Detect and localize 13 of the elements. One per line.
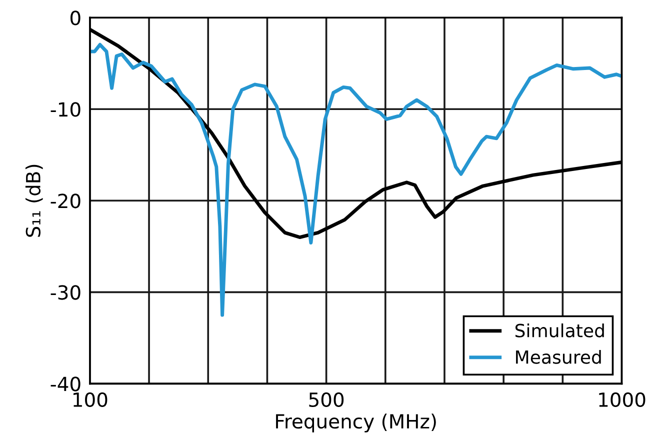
- y-tick-label: -10: [50, 102, 80, 117]
- legend-label: Measured: [516, 350, 601, 364]
- y-tick-label: -40: [50, 376, 80, 392]
- x-axis-title: Frequency (MHz): [276, 414, 436, 432]
- y-axis-title: S₁₁ (dB): [25, 164, 43, 237]
- y-tick-label: -20: [50, 194, 80, 208]
- legend-label: Simulated: [515, 323, 604, 338]
- y-tick-label: -30: [50, 285, 80, 300]
- y-tick-label: 0: [70, 10, 80, 26]
- x-tick-label: 100: [74, 392, 108, 408]
- line-series: [90, 42, 622, 317]
- x-tick-label: 1000: [599, 392, 646, 408]
- x-tick-label: 500: [309, 392, 344, 408]
